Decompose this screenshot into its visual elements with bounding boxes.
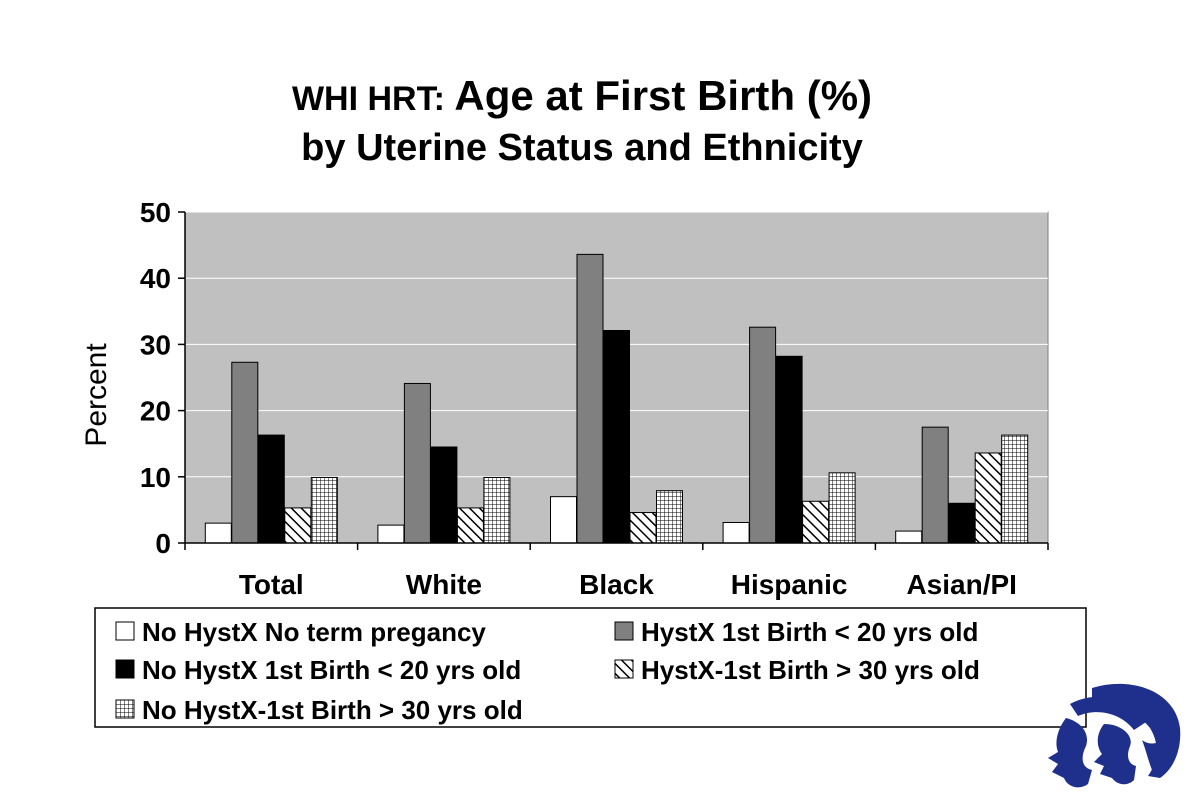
y-tick-label: 30: [140, 329, 171, 360]
bar: [656, 490, 683, 544]
profile-heads-logo-icon: [1048, 683, 1181, 788]
bar: [430, 446, 458, 544]
legend-swatch: [115, 659, 135, 679]
bars: [204, 253, 1029, 544]
bar: [550, 496, 577, 544]
bar: [204, 522, 232, 544]
y-tick-label: 50: [140, 197, 171, 228]
bar: [722, 521, 750, 544]
y-axis: 0 10 20 30 40 50: [140, 197, 186, 559]
bar: [749, 326, 777, 544]
chart-title-prefix: WHI HRT:: [292, 80, 454, 118]
legend-box: [94, 607, 1087, 728]
chart-title-line1: WHI HRT: Age at First Birth (%): [292, 72, 872, 119]
bar: [483, 476, 511, 544]
bar: [828, 472, 856, 544]
bar: [576, 253, 604, 544]
bar: [895, 530, 923, 544]
bar: [948, 502, 976, 544]
x-axis: Total White Black Hispanic Asian/PI: [184, 542, 1049, 600]
bar: [377, 524, 405, 544]
bar: [921, 426, 949, 544]
legend-label: HystX-1st Birth > 30 yrs old: [641, 655, 980, 685]
legend-swatch: [115, 699, 135, 719]
legend-label: No HystX-1st Birth > 30 yrs old: [142, 695, 523, 725]
category-label: White: [406, 569, 482, 600]
category-label: Black: [579, 569, 654, 600]
y-tick-label: 20: [140, 396, 171, 427]
y-tick-label: 0: [155, 528, 171, 559]
bar: [974, 452, 1002, 544]
legend-label: No HystX 1st Birth < 20 yrs old: [142, 655, 521, 685]
bar: [802, 500, 830, 544]
bar: [403, 382, 431, 544]
chart-title-line2: by Uterine Status and Ethnicity: [301, 127, 863, 169]
bar: [310, 476, 338, 544]
y-tick-label: 10: [140, 462, 171, 493]
category-label: Asian/PI: [906, 569, 1016, 600]
y-axis-label: Percent: [80, 343, 113, 447]
bar: [775, 355, 803, 544]
legend: No HystX No term pregancy HystX 1st Birth…: [115, 617, 980, 725]
bar: [231, 361, 259, 544]
category-label: Total: [239, 569, 304, 600]
y-tick-label: 40: [140, 263, 171, 294]
bar: [456, 507, 484, 544]
bar: [603, 329, 630, 544]
legend-label: HystX 1st Birth < 20 yrs old: [641, 617, 978, 647]
bar: [1001, 434, 1029, 544]
legend-swatch: [115, 621, 135, 641]
bar: [257, 434, 285, 544]
bar: [284, 507, 312, 544]
bar: [629, 512, 657, 544]
chart-title-main: Age at First Birth (%): [454, 72, 872, 119]
legend-swatch: [614, 659, 634, 679]
category-label: Hispanic: [731, 569, 848, 600]
legend-swatch: [614, 621, 634, 641]
chart-subtitle-ghost: rst Birth < 20 Yrs Age or > 30 Yrs of ag…: [342, 177, 868, 208]
legend-label: No HystX No term pregancy: [142, 617, 486, 647]
